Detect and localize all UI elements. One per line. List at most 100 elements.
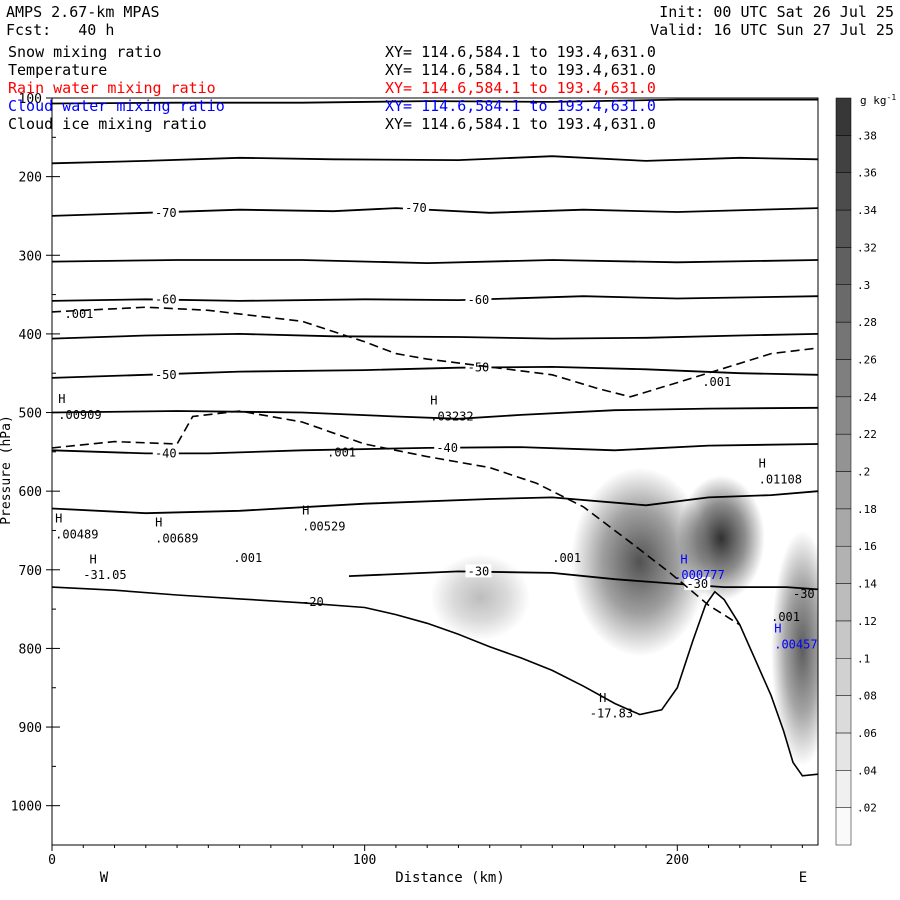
y-tick-label: 500 <box>19 407 42 422</box>
contour-label-bg <box>684 576 711 590</box>
contour-label: -30 <box>686 577 708 591</box>
temperature-contour-0 <box>52 98 818 105</box>
snow-contour-0 <box>52 306 818 398</box>
annotation-label: H <box>55 512 62 526</box>
annotation-label: .00909 <box>58 408 101 422</box>
colorbar-tick-label: .18 <box>857 503 877 516</box>
legend-label: Snow mixing ratio <box>8 43 162 61</box>
legend-xy: XY= 114.6,584.1 to 193.4,631.0 <box>385 97 656 115</box>
colorbar-tick-label: .02 <box>857 802 877 815</box>
x-tick-label: 100 <box>353 853 376 868</box>
colorbar-swatch <box>835 135 852 173</box>
colorbar-swatch <box>835 172 852 211</box>
colorbar-swatch <box>835 770 852 808</box>
shading-blob-2 <box>677 475 765 602</box>
y-tick-label: 200 <box>19 171 42 186</box>
shading-blob-3 <box>771 530 818 767</box>
annotation-label: .001 <box>327 446 356 460</box>
annotation-label: -30 <box>793 587 815 601</box>
snow-contours <box>52 306 818 626</box>
annotation-label: H <box>599 691 606 705</box>
terrain-mask <box>52 586 818 845</box>
colorbar-swatch <box>835 508 852 547</box>
shading-blob-1 <box>571 467 709 657</box>
east-label: E <box>799 870 807 886</box>
colorbar-swatch <box>835 620 852 659</box>
annotation-label: -20 <box>302 595 324 609</box>
legend-xy: XY= 114.6,584.1 to 193.4,631.0 <box>385 79 656 97</box>
annotation-label: H <box>302 504 309 518</box>
terrain-line <box>52 586 818 777</box>
colorbar-swatch <box>835 807 852 846</box>
legend-label: Cloud water mixing ratio <box>8 97 225 115</box>
contour-label: -70 <box>155 206 177 220</box>
contour-label-bg <box>152 292 179 306</box>
colorbar-tick-label: .06 <box>857 727 877 740</box>
y-tick-label: 100 <box>19 92 42 107</box>
colorbar-swatch <box>835 321 852 360</box>
annotation-label: H <box>759 457 766 471</box>
annotation-label: .001 <box>702 375 731 389</box>
y-tick-label: 600 <box>19 485 42 500</box>
y-tick-label: 300 <box>19 249 42 264</box>
x-tick-label: 200 <box>666 853 689 868</box>
annotation-label: .001 <box>65 307 94 321</box>
y-tick-label: 400 <box>19 328 42 343</box>
legend-xy: XY= 114.6,584.1 to 193.4,631.0 <box>385 61 656 79</box>
valid-time: Valid: 16 UTC Sun 27 Jul 25 <box>650 21 894 39</box>
legend-label: Cloud ice mixing ratio <box>8 115 207 133</box>
contour-label-bg <box>152 367 179 381</box>
annotation-label: .03232 <box>430 409 473 423</box>
model-title: AMPS 2.67-km MPAS <box>6 3 160 21</box>
annotation-label: .01108 <box>759 472 802 486</box>
contour-label-bg <box>152 446 179 460</box>
contour-label-bg <box>152 205 179 219</box>
legend-xy: XY= 114.6,584.1 to 193.4,631.0 <box>385 43 656 61</box>
colorbar-swatch <box>835 433 852 472</box>
annotation-label: .00457 <box>774 637 817 651</box>
colorbar-tick-label: .2 <box>857 466 870 479</box>
x-axis: 0 100 200 <box>48 845 803 868</box>
annotations: H.00909H.03232H.00489H.00689H.00529H-31.… <box>55 307 817 720</box>
colorbar-swatch <box>835 583 852 622</box>
colorbar-tick-label: .34 <box>857 204 877 217</box>
plot-frame <box>51 97 819 846</box>
contour-label: -40 <box>436 441 458 455</box>
mixing-ratio-shading <box>430 467 818 767</box>
colorbar-tick-label: .24 <box>857 391 877 404</box>
annotation-label: H <box>774 622 781 636</box>
terrain-fill <box>52 587 818 845</box>
init-time: Init: 00 UTC Sat 26 Jul 25 <box>659 3 894 21</box>
colorbar: .02 .04 .06 .08 .1 .12 .14 .16 .18 .2 .22 .24 .26 .28… <box>835 97 877 846</box>
y-tick-label: 1000 <box>11 800 42 815</box>
forecast-hour: Fcst: 40 h <box>6 21 115 39</box>
annotation-label: .001 <box>771 610 800 624</box>
contour-label-bg <box>465 564 492 578</box>
contour-label-bg <box>465 293 492 307</box>
colorbar-tick-label: .26 <box>857 353 877 366</box>
temperature-contour-5 <box>52 332 818 340</box>
colorbar-unit: g kg-1 <box>860 93 896 107</box>
legend-label: Temperature <box>8 61 108 79</box>
contour-label: -60 <box>155 292 177 306</box>
west-label: W <box>100 870 109 886</box>
colorbar-tick-label: .38 <box>857 129 877 142</box>
annotation-label: H <box>90 552 97 566</box>
annotation-label: -31.05 <box>83 568 126 582</box>
colorbar-tick-label: .32 <box>857 241 877 254</box>
temperature-contour-1 <box>52 155 818 165</box>
annotation-label: H <box>58 392 65 406</box>
colorbar-tick-label: .3 <box>857 279 870 292</box>
colorbar-swatch <box>835 247 852 285</box>
annotation-label: H <box>430 394 437 408</box>
snow-contour-1 <box>52 410 741 626</box>
annotation-label: -17.83 <box>590 707 633 721</box>
temperature-contours: -70 -70 -60 -60 -50 -50 -40 -40 -30 -30 <box>52 98 818 591</box>
annotation-label: .000777 <box>674 568 725 582</box>
annotation-label: .00529 <box>302 519 345 533</box>
colorbar-swatch <box>835 695 852 734</box>
contour-label: -30 <box>468 564 490 578</box>
y-axis: 100 200 300 400 500 600 700 800 900 1000 <box>11 92 60 846</box>
contour-label: -50 <box>155 368 177 382</box>
